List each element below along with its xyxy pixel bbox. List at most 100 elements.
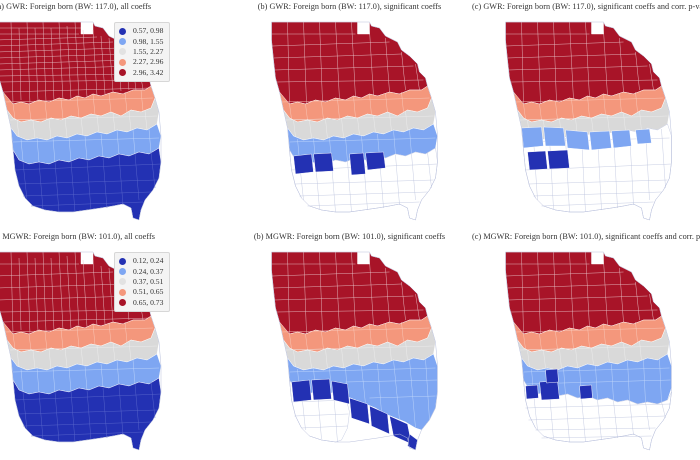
band-bin0-cluster [525,368,593,401]
legend-item: 0.24, 0.37 [119,266,163,276]
legend-item: 0.65, 0.73 [119,298,163,308]
county-lines-bin1 [12,128,160,164]
georgia-county-map [271,21,438,221]
legend-item: 2.27, 2.96 [119,57,163,67]
legend-swatch-icon [119,69,126,77]
county-layer [505,21,672,221]
legend-item: 0.37, 0.51 [119,277,163,287]
panel-mgwr-significant-corrected: (c) MGWR: Foreign born (BW: 101.0), sign… [466,230,700,460]
band-bin0 [12,147,162,221]
county-lines-bin2 [8,110,158,140]
georgia-county-map [0,21,162,221]
county-lines-bin0 [14,381,162,443]
legend-label: 0.57, 0.98 [133,26,164,36]
legend-swatch-icon [119,38,126,46]
legend-swatch-icon [119,268,126,276]
panel-title: (b) MGWR: Foreign born (BW: 101.0), sign… [253,232,446,241]
panel-title: (a) MGWR: Foreign born (BW: 101.0), all … [0,232,155,241]
county-layer [271,21,438,221]
choropleth-map-mgwr-all[interactable] [0,242,203,458]
panel-title: (c) MGWR: Foreign born (BW: 101.0), sign… [472,232,700,241]
county-lines-bin4 [271,251,424,335]
legend-item: 1.55, 2.27 [119,47,163,57]
county-layer [0,251,162,451]
legend-swatch-icon [119,58,126,66]
county-lines-bin1 [12,359,160,394]
county-lines-bin4 [505,21,658,105]
legend-swatch-icon [119,48,126,56]
band-bin4 [271,251,428,335]
legend-swatch-icon [119,257,126,265]
band-bin0-cluster [527,149,570,171]
panel-mgwr-significant: (b) MGWR: Foreign born (BW: 101.0), sign… [232,230,467,460]
county-lines-bin2 [285,110,434,140]
georgia-county-map [505,21,672,221]
legend-item: 0.57, 0.98 [119,26,163,36]
legend-label: 2.27, 2.96 [133,57,164,67]
county-lines-bin0 [14,151,162,213]
county-lines-bin3 [281,91,430,121]
legend-label: 0.37, 0.51 [133,276,164,286]
legend-label: 1.55, 2.27 [133,46,164,56]
legend-item: 2.96, 3.42 [119,68,163,78]
band-bin1 [10,123,162,165]
choropleth-map-gwr-corrected[interactable] [466,12,700,228]
georgia-county-map [0,251,162,451]
choropleth-map-mgwr-corrected[interactable] [466,242,700,458]
county-lines-bin4 [271,21,424,105]
county-layer [505,251,672,451]
county-lines-bin3 [515,321,664,351]
band-bin4 [505,251,662,335]
state-boundary [271,21,438,221]
georgia-county-map [505,251,672,451]
legend-swatch-icon [119,27,126,35]
legend-item: 0.12, 0.24 [119,256,163,266]
county-lines-bin2 [8,340,158,370]
panel-title: (a) GWR: Foreign born (BW: 117.0), all c… [0,2,152,11]
county-lines-bin3 [515,91,664,121]
panel-title: (c) GWR: Foreign born (BW: 117.0), signi… [472,2,700,11]
state-boundary [505,21,672,221]
band-bin4 [505,21,662,105]
panel-gwr-all-coeffs: (a) GWR: Foreign born (BW: 117.0), all c… [0,0,203,230]
legend-label: 0.51, 0.65 [133,287,164,297]
legend-label: 2.96, 3.42 [133,67,164,77]
panel-gwr-significant: (b) GWR: Foreign born (BW: 117.0), signi… [232,0,467,230]
legend-swatch-icon [119,288,126,296]
county-lines-masked [525,392,671,443]
county-layer [0,21,162,221]
panel-gwr-significant-corrected: (c) GWR: Foreign born (BW: 117.0), signi… [466,0,700,230]
county-lines-bin2 [519,340,668,370]
legend-mgwr: 0.12, 0.24 0.24, 0.37 0.37, 0.51 0.51, 0… [114,252,171,312]
county-lines-bin2 [285,340,434,370]
legend-item: 0.51, 0.65 [119,287,163,297]
band-bin1-patches [521,126,652,151]
choropleth-map-mgwr-significant[interactable] [232,242,467,458]
band-bin0-cluster [293,151,386,176]
county-lines-bin3 [4,89,154,121]
georgia-county-map [271,251,438,451]
legend-item: 0.98, 1.55 [119,36,163,46]
county-lines-bin4 [505,251,658,335]
legend-swatch-icon [119,299,126,307]
panel-row-mgwr: (a) MGWR: Foreign born (BW: 101.0), all … [0,230,700,460]
county-lines-bin3 [281,321,430,351]
choropleth-map-gwr-significant[interactable] [232,12,467,228]
state-boundary [271,251,438,451]
legend-label: 0.24, 0.37 [133,266,164,276]
panel-row-gwr: (a) GWR: Foreign born (BW: 117.0), all c… [0,0,700,230]
legend-label: 0.98, 1.55 [133,36,164,46]
legend-swatch-icon [119,278,126,286]
panel-mgwr-all-coeffs: (a) MGWR: Foreign born (BW: 101.0), all … [0,230,203,460]
legend-label: 0.12, 0.24 [133,256,164,266]
panel-title: (b) GWR: Foreign born (BW: 117.0), signi… [257,2,442,11]
county-lines-bin3 [4,321,154,351]
choropleth-map-gwr-all[interactable] [0,12,203,228]
legend-gwr: 0.57, 0.98 0.98, 1.55 1.55, 2.27 2.27, 2… [114,22,171,82]
county-layer [271,251,438,451]
legend-label: 0.65, 0.73 [133,297,164,307]
band-bin4 [0,21,152,105]
band-bin4 [271,21,428,105]
state-boundary [505,251,672,451]
